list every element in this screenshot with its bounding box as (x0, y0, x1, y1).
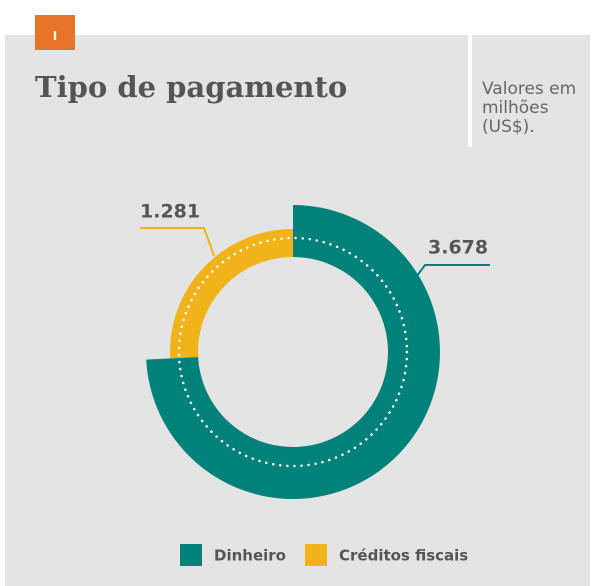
leader-line (404, 264, 490, 293)
divider (468, 35, 472, 147)
data-label: 3.678 (428, 237, 488, 259)
chart-subtitle: Valores em milhões (US$). (482, 79, 577, 137)
legend-label: Dinheiro (214, 547, 286, 565)
badge: I (35, 15, 75, 50)
donut-segment (146, 205, 441, 500)
data-label: 1.281 (140, 201, 200, 223)
donut-segment (169, 229, 293, 359)
dotted-ring (177, 236, 409, 468)
legend-swatch (180, 544, 202, 566)
legend-swatch (305, 544, 327, 566)
legend-label: Créditos fiscais (339, 547, 468, 565)
leader-line (140, 227, 215, 257)
chart-title: Tipo de pagamento (35, 70, 348, 104)
